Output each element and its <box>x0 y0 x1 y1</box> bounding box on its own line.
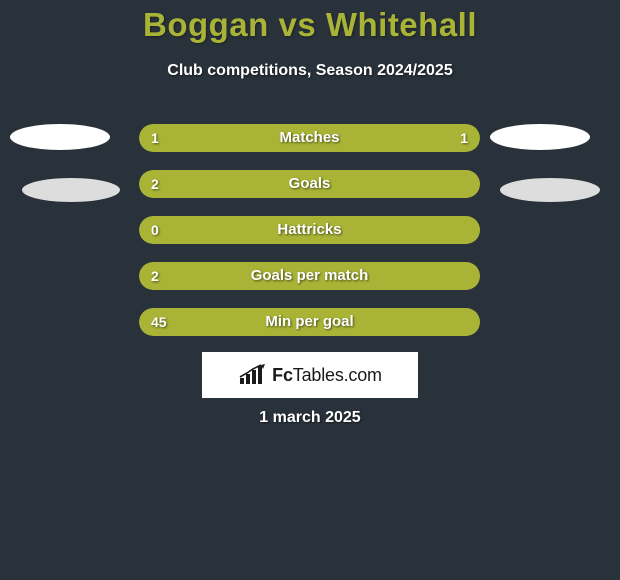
comparison-bars: 11Matches 2Goals 0Hattricks 2Goals per matc… <box>139 124 480 354</box>
stat-row: 11Matches <box>139 124 480 152</box>
match-date: 1 march 2025 <box>0 409 620 427</box>
team-left-secondary-oval <box>22 178 120 202</box>
stat-row: 2Goals <box>139 170 480 198</box>
logo-fc: Fc <box>272 365 293 385</box>
stat-label: Matches <box>139 124 480 152</box>
fctables-logo: FcTables.com <box>202 352 418 398</box>
stat-label: Hattricks <box>139 216 480 244</box>
team-right-secondary-oval <box>500 178 600 202</box>
stat-label: Min per goal <box>139 308 480 336</box>
page-title: Boggan vs Whitehall <box>0 6 620 44</box>
logo-text: FcTables.com <box>272 365 382 386</box>
logo-tables: Tables.com <box>293 365 382 385</box>
team-left-primary-oval <box>10 124 110 150</box>
stat-label: Goals per match <box>139 262 480 290</box>
stat-row: 2Goals per match <box>139 262 480 290</box>
stat-row: 45Min per goal <box>139 308 480 336</box>
comparison-infographic: Boggan vs Whitehall Club competitions, S… <box>0 0 620 580</box>
stat-row: 0Hattricks <box>139 216 480 244</box>
bar-chart-icon <box>238 364 266 386</box>
team-right-primary-oval <box>490 124 590 150</box>
stat-label: Goals <box>139 170 480 198</box>
subtitle: Club competitions, Season 2024/2025 <box>0 62 620 80</box>
